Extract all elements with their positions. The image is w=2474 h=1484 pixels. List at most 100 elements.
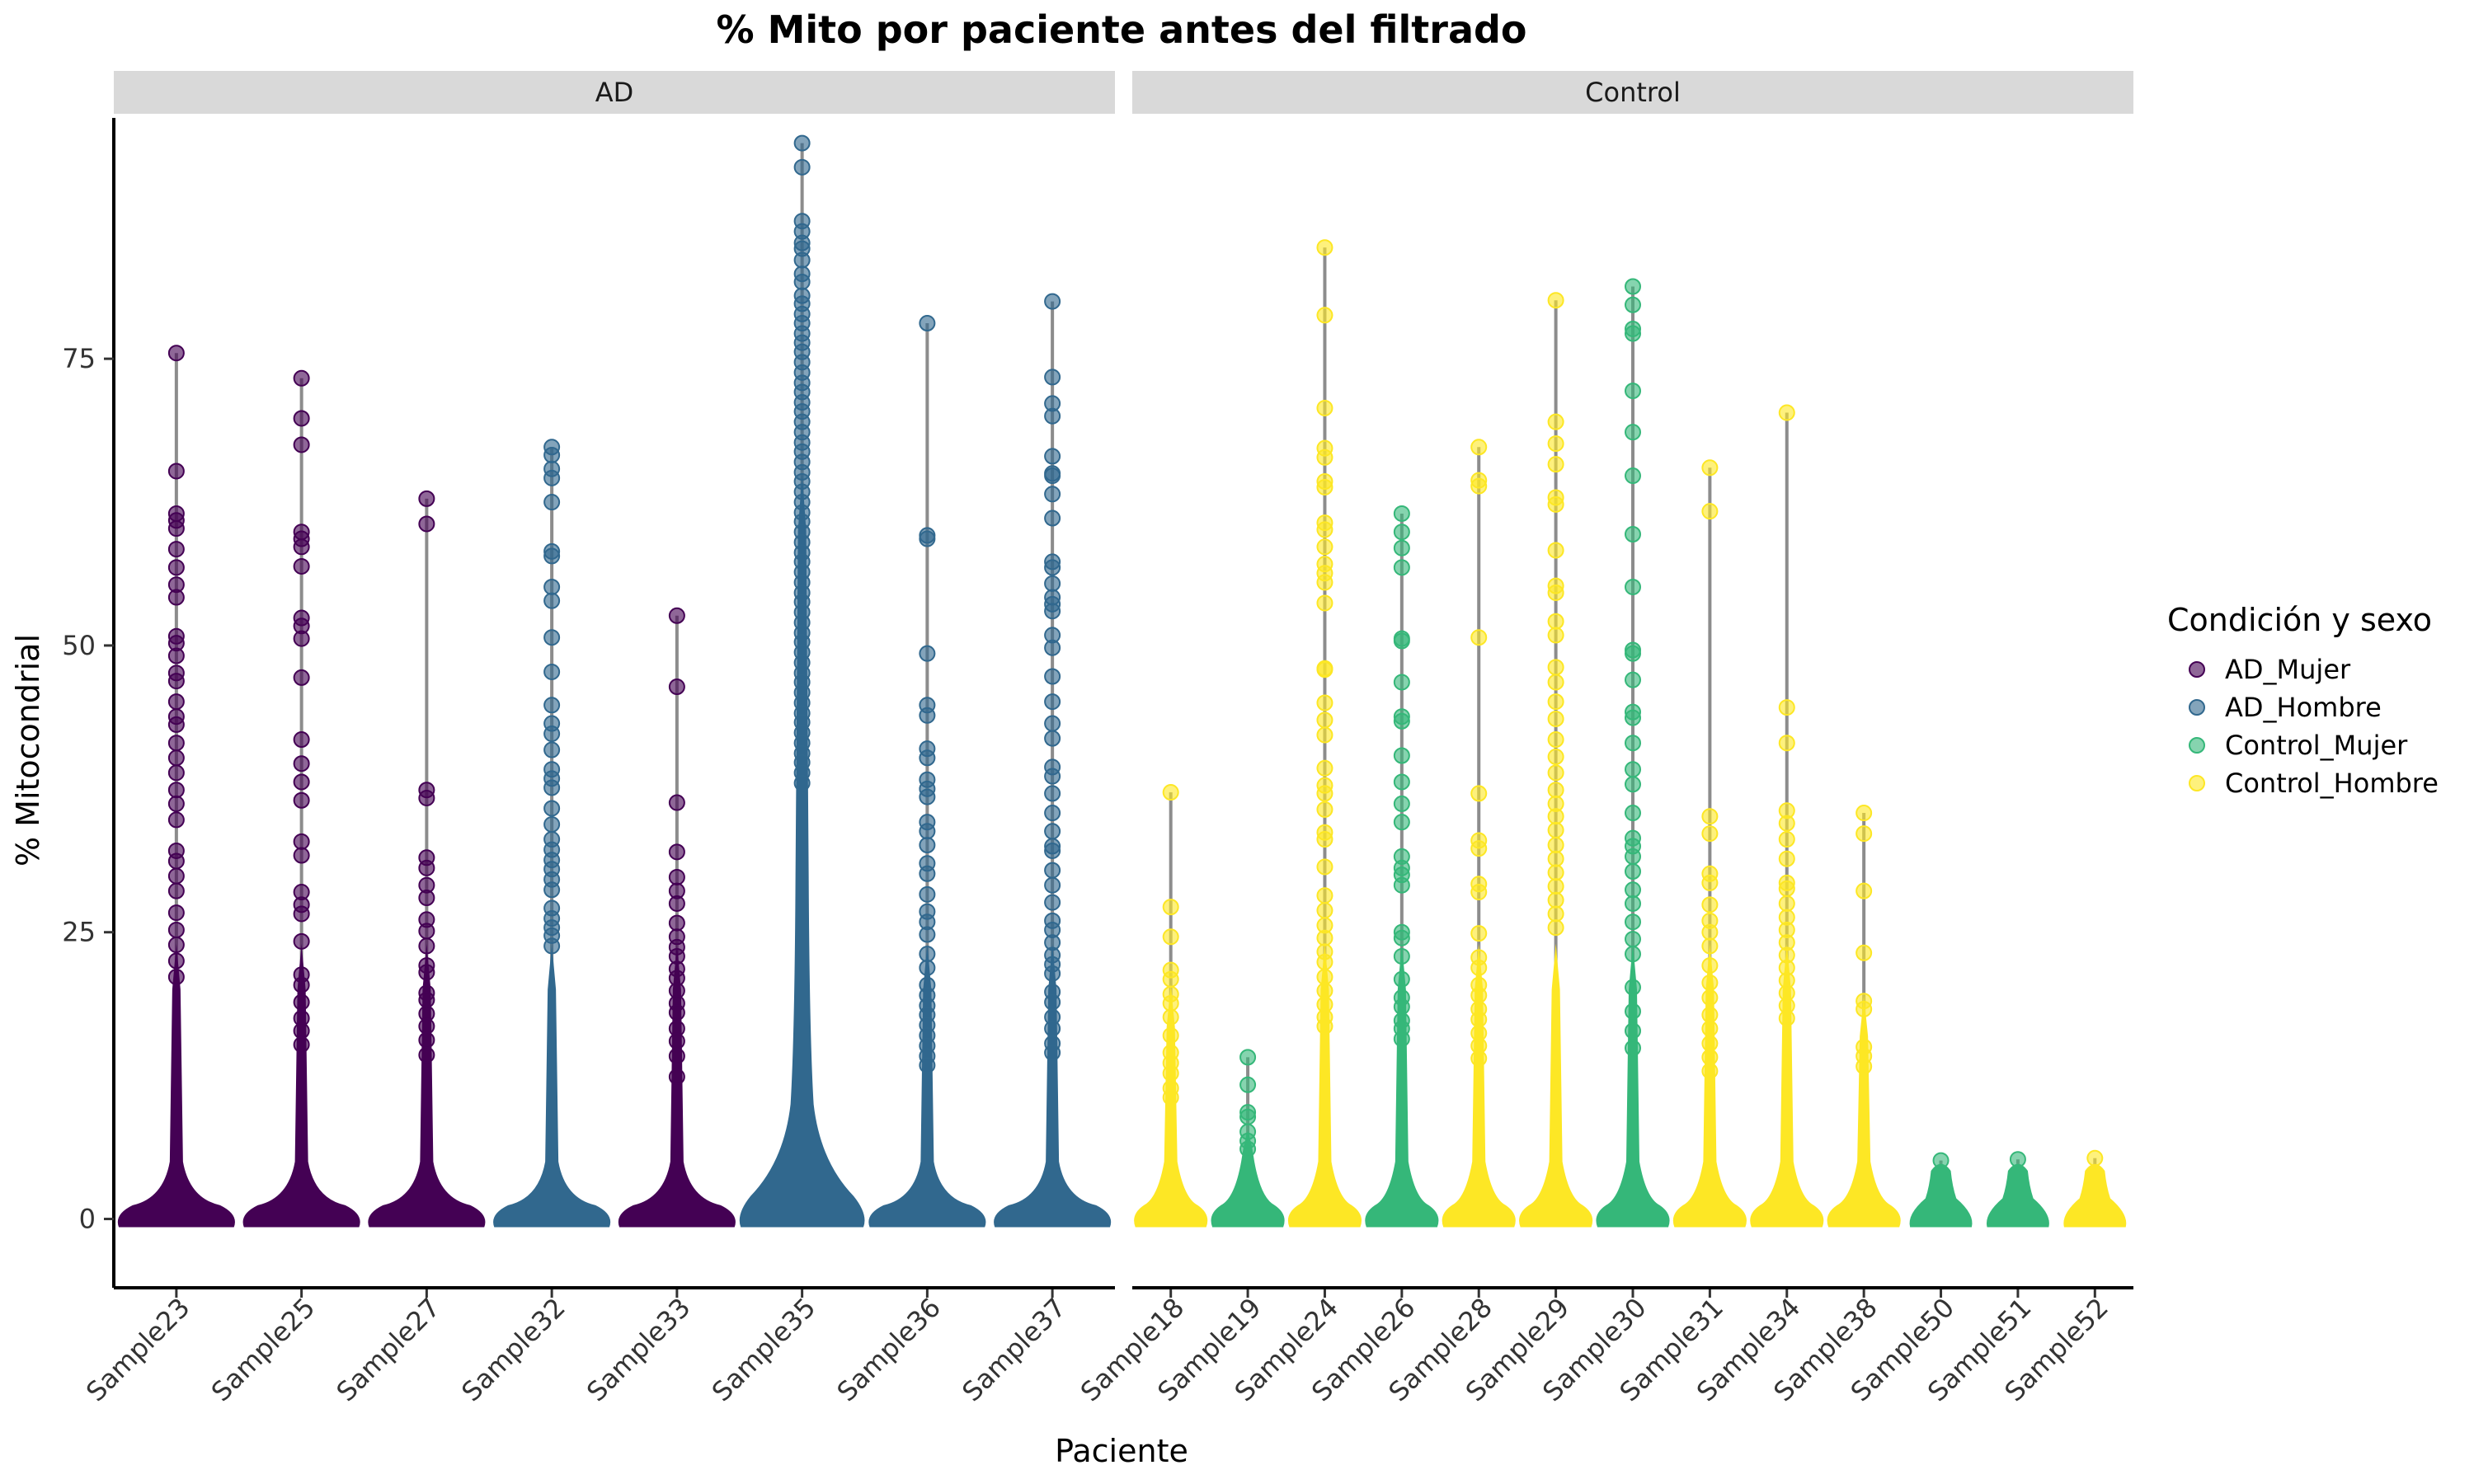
data-point bbox=[543, 741, 561, 758]
data-point bbox=[167, 647, 185, 665]
data-point bbox=[293, 1022, 310, 1040]
data-point bbox=[1470, 925, 1488, 942]
data-point bbox=[418, 1046, 435, 1064]
data-point bbox=[1701, 503, 1719, 520]
data-point bbox=[1625, 895, 1641, 912]
data-point bbox=[793, 158, 811, 176]
data-point bbox=[543, 726, 561, 743]
data-point bbox=[1044, 603, 1061, 620]
legend-entry: Control_Hombre bbox=[2189, 768, 2439, 799]
data-point bbox=[1547, 542, 1564, 559]
data-point bbox=[1316, 574, 1333, 591]
data-point bbox=[668, 914, 685, 932]
data-point bbox=[1547, 456, 1564, 473]
data-point bbox=[167, 345, 185, 362]
data-point bbox=[543, 494, 561, 511]
data-point bbox=[1393, 505, 1410, 522]
data-point bbox=[167, 749, 185, 767]
legend-entry: AD_Mujer bbox=[2189, 654, 2351, 685]
data-point bbox=[1470, 840, 1488, 857]
sample-violin bbox=[1442, 439, 1516, 1228]
data-point bbox=[1856, 1058, 1873, 1075]
data-point bbox=[1393, 795, 1410, 812]
data-point bbox=[1701, 957, 1719, 974]
data-point bbox=[1044, 369, 1061, 386]
data-point bbox=[1044, 894, 1061, 911]
data-point bbox=[293, 993, 310, 1011]
data-point bbox=[1044, 668, 1061, 685]
data-point bbox=[793, 273, 811, 290]
data-point bbox=[293, 538, 310, 556]
data-point bbox=[167, 852, 185, 870]
data-point bbox=[1547, 613, 1564, 630]
data-point bbox=[1625, 805, 1641, 822]
data-point bbox=[1044, 486, 1061, 503]
violin-body bbox=[994, 943, 1112, 1228]
sample-violin bbox=[739, 134, 865, 1228]
data-point bbox=[1470, 1050, 1488, 1067]
data-point bbox=[1162, 1008, 1179, 1026]
data-point bbox=[1316, 726, 1333, 744]
legend-title: Condición y sexo bbox=[2167, 602, 2432, 638]
data-point bbox=[1393, 674, 1410, 691]
legend-swatch bbox=[2189, 775, 2205, 791]
violin-body bbox=[368, 943, 486, 1228]
data-point bbox=[418, 991, 435, 1008]
data-point bbox=[919, 315, 936, 332]
data-point bbox=[1625, 1022, 1641, 1040]
data-point bbox=[1778, 815, 1795, 832]
sample-violin bbox=[493, 439, 611, 1228]
data-point bbox=[167, 937, 185, 954]
data-point bbox=[1625, 1040, 1641, 1057]
data-point bbox=[1547, 495, 1564, 513]
data-point bbox=[1044, 467, 1061, 485]
data-point bbox=[167, 795, 185, 812]
data-point bbox=[1547, 821, 1564, 838]
data-point bbox=[1547, 764, 1564, 782]
data-point bbox=[919, 885, 936, 903]
data-point bbox=[1044, 862, 1061, 879]
data-point bbox=[1044, 730, 1061, 747]
facet-strip-label: Control bbox=[1585, 77, 1681, 108]
data-point bbox=[1547, 674, 1564, 691]
data-point bbox=[1162, 899, 1179, 916]
data-point bbox=[1316, 594, 1333, 612]
data-point bbox=[418, 937, 435, 955]
data-point bbox=[793, 134, 811, 152]
data-point bbox=[1470, 959, 1488, 976]
data-point bbox=[1044, 448, 1061, 465]
legend-entry: AD_Hombre bbox=[2189, 692, 2382, 723]
legend-label: Control_Hombre bbox=[2225, 768, 2439, 799]
data-point bbox=[167, 811, 185, 829]
data-point bbox=[1625, 863, 1641, 881]
data-point bbox=[1316, 887, 1333, 904]
legend-swatch bbox=[2189, 661, 2205, 678]
data-point bbox=[1044, 993, 1061, 1011]
data-point bbox=[543, 800, 561, 817]
data-point bbox=[1470, 439, 1488, 456]
data-point bbox=[1044, 876, 1061, 894]
data-point bbox=[293, 369, 310, 387]
data-point bbox=[1044, 768, 1061, 785]
data-point bbox=[1856, 825, 1873, 843]
data-point bbox=[1856, 805, 1873, 822]
data-point bbox=[1701, 989, 1719, 1007]
violin-body bbox=[242, 943, 360, 1228]
data-point bbox=[418, 859, 435, 876]
data-point bbox=[1778, 831, 1795, 848]
data-point bbox=[1316, 538, 1333, 556]
data-point bbox=[1778, 1010, 1795, 1027]
data-point bbox=[1393, 970, 1410, 988]
data-point bbox=[1316, 661, 1333, 679]
violin-body bbox=[1909, 1163, 1973, 1228]
data-point bbox=[1856, 1000, 1873, 1017]
data-point bbox=[1701, 923, 1719, 941]
data-point bbox=[167, 921, 185, 938]
data-point bbox=[543, 937, 561, 955]
data-point bbox=[1701, 874, 1719, 891]
data-point bbox=[919, 788, 936, 805]
data-point bbox=[668, 1068, 685, 1086]
data-point bbox=[1547, 891, 1564, 909]
data-point bbox=[1044, 639, 1061, 656]
